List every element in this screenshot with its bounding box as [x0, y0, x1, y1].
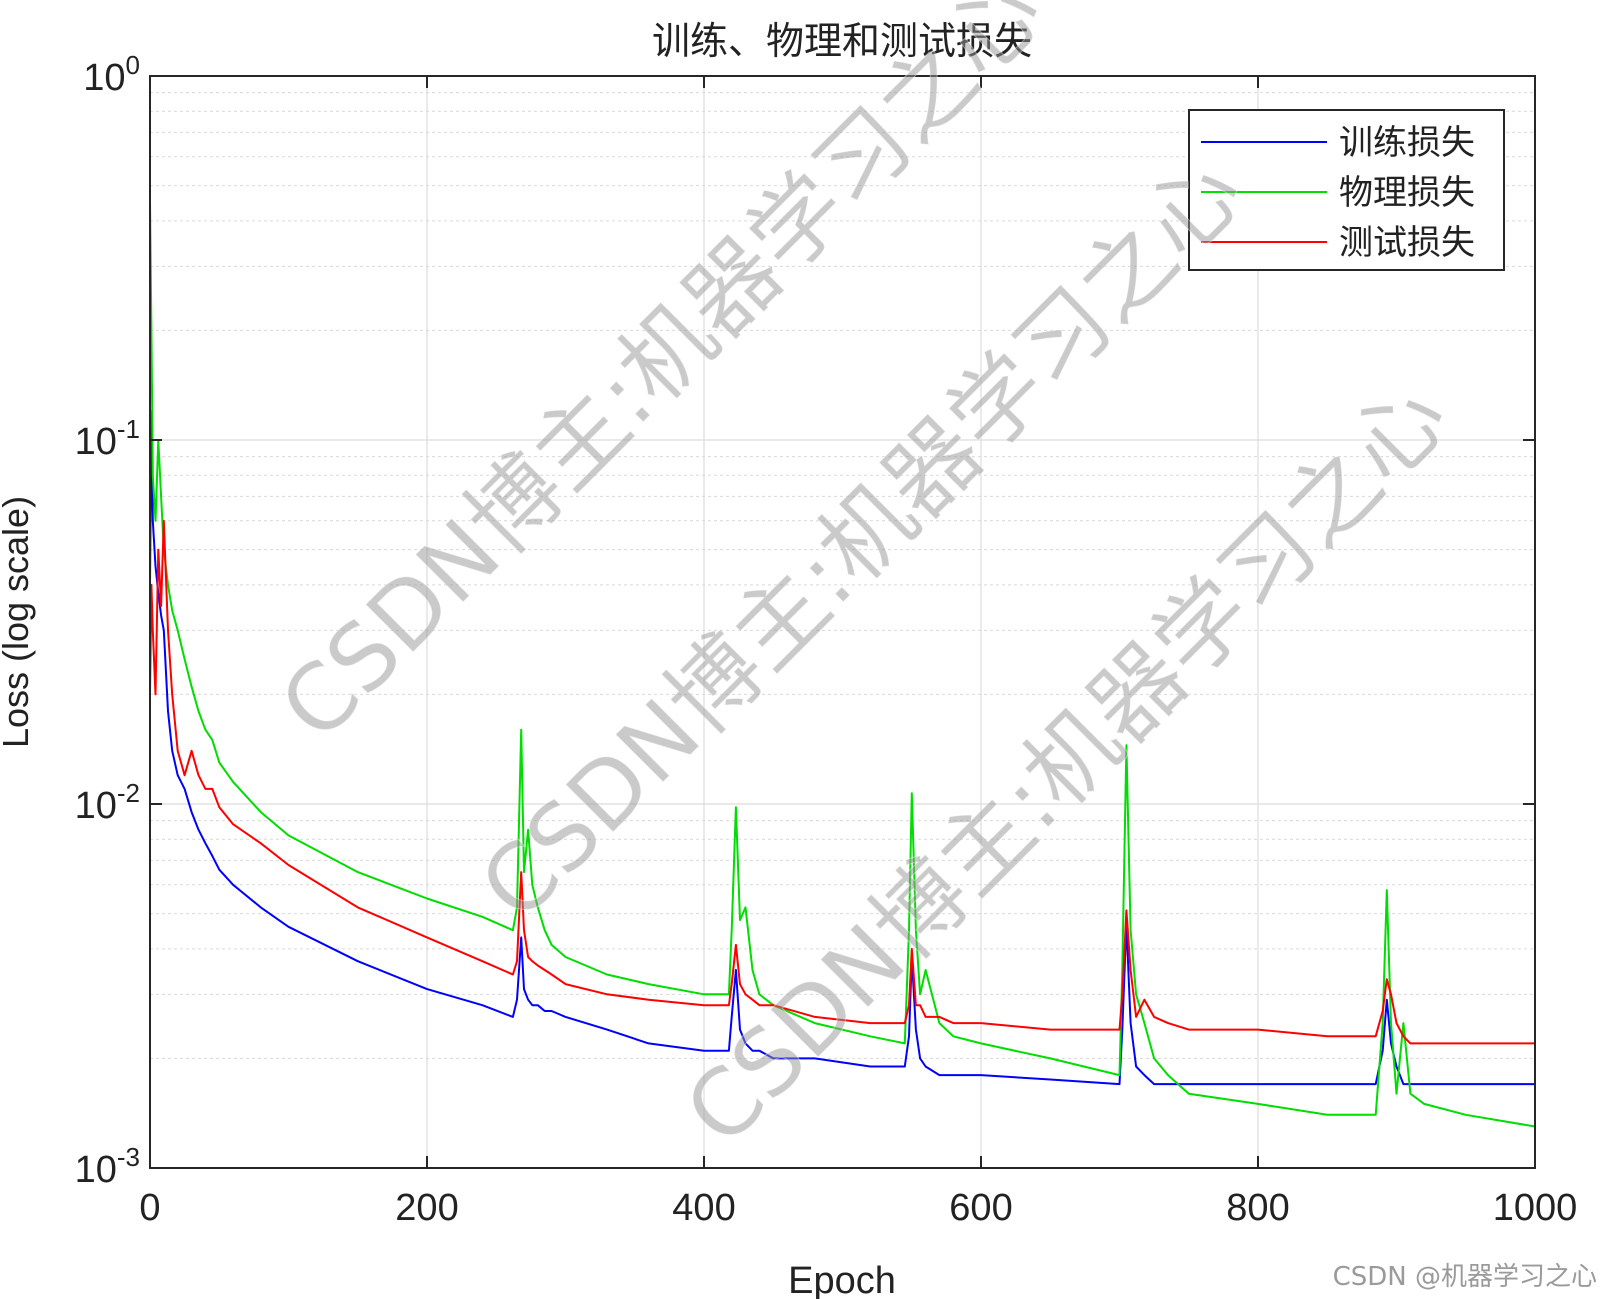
legend-box	[1188, 109, 1505, 271]
ticks: 0 200 400 600 800 1000 10-3 10-2 10-1 100	[75, 50, 1578, 1229]
x-tick-label: 400	[672, 1187, 735, 1229]
y-tick-label: 100	[83, 50, 140, 99]
y-tick-label: 10-1	[75, 414, 140, 463]
watermark-text: CSDN博主:机器学习之心	[665, 362, 1468, 1165]
y-tick-label: 10-3	[75, 1142, 140, 1191]
axes-box	[149, 75, 1536, 1169]
x-tick-label: 200	[395, 1187, 458, 1229]
series-line-3	[149, 519, 1535, 1045]
x-tick-label: 0	[139, 1187, 160, 1229]
series-lines	[149, 202, 1536, 1128]
legend-label-3: 测试损失	[1339, 223, 1475, 263]
y-axis-label: Loss (log scale)	[0, 496, 36, 748]
series-line-2	[149, 202, 1536, 1128]
x-tick-label: 1000	[1493, 1187, 1578, 1229]
watermark-text: CSDN博主:机器学习之心	[260, 0, 1063, 761]
footer-watermark: CSDN @机器学习之心	[1332, 1262, 1597, 1292]
watermark-text: CSDN博主:机器学习之心	[460, 137, 1263, 940]
chart-title: 训练、物理和测试损失	[652, 19, 1032, 63]
x-axis-label: Epoch	[788, 1260, 896, 1299]
x-tick-label: 600	[949, 1187, 1012, 1229]
legend-label-1: 训练损失	[1339, 123, 1475, 163]
y-tick-label: 10-2	[75, 778, 140, 827]
x-tick-label: 800	[1226, 1187, 1289, 1229]
legend-label-2: 物理损失	[1339, 173, 1475, 213]
